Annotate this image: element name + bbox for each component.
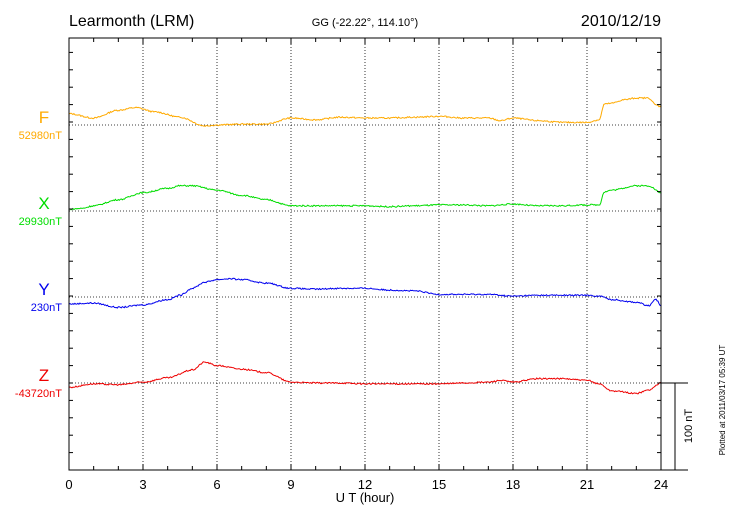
scale-bar-label: 100 nT: [683, 409, 695, 444]
trace-x: [68, 184, 662, 211]
chart-title: Learmonth (LRM): [69, 13, 194, 30]
trace-z: [68, 361, 662, 395]
chart-date: 2010/12/19: [581, 13, 661, 30]
baseline-label-x: 29930nT: [19, 216, 63, 228]
x-tick-label: 18: [506, 477, 520, 492]
x-tick-label: 9: [287, 477, 294, 492]
series-name-z: Z: [39, 366, 49, 385]
axis-ticks: 0 3 6 9 12 15 18 21 24: [65, 38, 668, 492]
series-name-x: X: [38, 194, 49, 213]
plotted-at-footer: Plotted at 2011/03/17 05:39 UT: [718, 345, 727, 456]
x-tick-label: 12: [358, 477, 372, 492]
x-tick-label: 6: [213, 477, 220, 492]
scale-bar: 100 nT: [661, 382, 695, 471]
x-tick-label: 15: [432, 477, 446, 492]
series-name-y: Y: [38, 280, 49, 299]
trace-f: [68, 96, 662, 128]
series-name-f: F: [39, 108, 49, 127]
grid: [69, 38, 661, 470]
x-axis-label: U T (hour): [336, 490, 395, 505]
x-tick-label: 24: [654, 477, 668, 492]
baseline-label-f: 52980nT: [19, 130, 63, 142]
traces: [68, 96, 662, 395]
x-tick-label: 3: [139, 477, 146, 492]
chart-subtitle: GG (-22.22°, 114.10°): [312, 17, 418, 29]
x-tick-label: 21: [580, 477, 594, 492]
baseline-label-y: 230nT: [31, 302, 62, 314]
series-labels: F 52980nT X 29930nT Y 230nT Z -43720nT: [15, 108, 62, 400]
x-tick-label: 0: [65, 477, 72, 492]
baseline-label-z: -43720nT: [15, 388, 62, 400]
trace-y: [68, 277, 662, 309]
